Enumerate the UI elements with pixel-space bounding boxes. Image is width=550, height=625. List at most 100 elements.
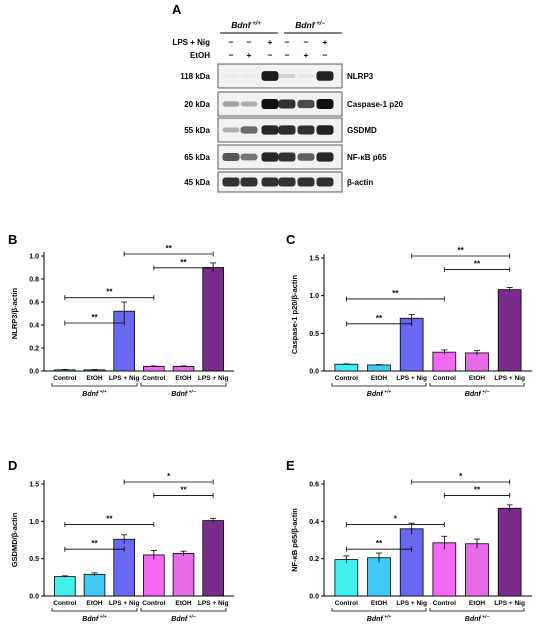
blot-kda-4: 45 kDa	[184, 178, 210, 187]
sig-label-B-2: **	[180, 258, 187, 267]
genotype-header-het: Bdnf +/−	[295, 20, 325, 30]
bar-D-4	[172, 553, 195, 597]
blot-band-0-3	[278, 73, 296, 79]
y-tick-label-C-3: 1.5	[309, 256, 319, 263]
treatment-sign-0-1: −	[247, 37, 252, 47]
group-bracket-C-0	[331, 383, 427, 387]
x-tick-label-E-0: Control	[335, 600, 358, 607]
chart-C: 0.0 0.5 1.0 1.5 Caspase-1 p20/β-actin Control…	[290, 246, 532, 398]
sig-label-E-1: *	[394, 515, 398, 524]
y-tick-label-D-3: 1.5	[29, 482, 39, 489]
blot-band-3-0	[222, 153, 240, 161]
sig-label-C-2: **	[474, 260, 481, 269]
blot-band-3-4	[297, 153, 315, 161]
x-tick-label-D-1: EtOH	[86, 600, 103, 607]
blot-band-3-5	[316, 152, 334, 162]
x-tick-label-C-3: Control	[433, 375, 456, 382]
x-tick-label-E-4: EtOH	[469, 600, 486, 607]
blot-band-0-5	[316, 71, 334, 81]
bar-E-0	[334, 559, 359, 597]
y-tick-label-B-4: 0.8	[29, 277, 39, 284]
group-bracket-B-1	[140, 383, 227, 387]
x-tick-label-B-0: Control	[53, 375, 76, 382]
y-tick-label-E-1: 0.2	[309, 556, 319, 563]
blot-band-4-3	[278, 177, 296, 187]
blot-band-2-3	[278, 125, 296, 135]
panel-letter-b: B	[8, 232, 18, 247]
blot-protein-2: GSDMD	[347, 126, 377, 135]
treatment-sign-1-3: −	[285, 50, 290, 60]
group-label-C-0: Bdnf +/+	[367, 389, 392, 398]
blot-band-4-0	[222, 177, 240, 187]
group-bracket-D-1	[140, 608, 227, 612]
y-axis-label-B: NLRP3/β-actin	[10, 287, 19, 339]
x-tick-label-D-0: Control	[53, 600, 76, 607]
sig-label-D-1: **	[106, 515, 113, 524]
blot-band-1-5	[316, 99, 334, 109]
x-tick-label-B-3: Control	[142, 375, 165, 382]
blot-kda-1: 20 kDa	[184, 100, 210, 109]
bar-E-3	[432, 542, 457, 597]
x-tick-label-D-5: LPS + Nig	[198, 600, 229, 607]
treatment-sign-1-4: +	[304, 50, 309, 60]
y-tick-label-C-1: 0.5	[309, 331, 319, 338]
bar-charts: 0.0 0.2 0.4 0.6 0.8 1.0 NLRP3/β-actin Control Et…	[10, 244, 532, 623]
blot-band-2-4	[297, 125, 315, 135]
group-label-C-1: Bdnf +/−	[465, 389, 490, 398]
blot-protein-3: NF-κB p65	[347, 153, 387, 162]
treatment-sign-1-1: +	[247, 50, 252, 60]
bar-E-1	[367, 557, 391, 597]
x-tick-label-C-5: LPS + Nig	[494, 375, 525, 382]
group-label-B-1: Bdnf +/−	[171, 389, 196, 398]
y-axis-label-C: Caspase-1 p20/β-actin	[290, 274, 299, 354]
blot-kda-0: 118 kDa	[180, 72, 210, 81]
group-label-B-0: Bdnf +/+	[82, 389, 107, 398]
blot-band-4-5	[316, 177, 334, 187]
x-tick-label-B-5: LPS + Nig	[198, 375, 229, 382]
bar-B-4	[172, 365, 195, 372]
panel-letter-a: A	[172, 2, 182, 17]
group-label-D-0: Bdnf +/+	[82, 614, 107, 623]
y-axis-label-D: GSDMD/β-actin	[10, 512, 19, 567]
blot-band-1-1	[240, 101, 258, 107]
sig-label-D-3: *	[167, 472, 171, 481]
blot-band-2-2	[261, 125, 279, 135]
blot-band-0-4	[297, 74, 315, 78]
treatment-sign-1-2: −	[268, 50, 273, 60]
bar-C-0	[334, 363, 359, 372]
x-tick-label-C-2: LPS + Nig	[396, 375, 427, 382]
treatment-sign-0-0: −	[229, 37, 234, 47]
group-bracket-E-0	[331, 608, 427, 612]
y-tick-label-D-2: 1.0	[29, 519, 39, 526]
x-tick-label-C-4: EtOH	[469, 375, 486, 382]
x-tick-label-B-2: LPS + Nig	[109, 375, 140, 382]
y-tick-label-C-0: 0.0	[309, 369, 319, 376]
western-blot: Bdnf +/+ Bdnf +/− LPS + Nig − − + − − + EtOH − + − − +…	[172, 20, 404, 193]
bar-D-0	[54, 576, 76, 597]
blot-band-4-4	[297, 177, 315, 187]
treatment-sign-0-5: +	[323, 37, 328, 47]
bar-E-2	[399, 528, 424, 597]
blot-protein-1: Caspase-1 p20	[347, 100, 404, 109]
group-bracket-E-1	[429, 608, 525, 612]
sig-label-E-3: *	[459, 472, 463, 481]
y-tick-label-E-3: 0.6	[309, 482, 319, 489]
sig-label-E-2: **	[474, 485, 481, 494]
treatment-label-0: LPS + Nig	[172, 38, 210, 47]
y-tick-label-B-3: 0.6	[29, 300, 39, 307]
x-tick-label-E-5: LPS + Nig	[494, 600, 525, 607]
x-tick-label-B-4: EtOH	[175, 375, 192, 382]
bar-B-3	[143, 365, 165, 372]
treatment-sign-0-4: −	[304, 37, 309, 47]
y-tick-label-E-2: 0.4	[309, 519, 319, 526]
blot-band-3-3	[278, 152, 296, 162]
group-bracket-C-1	[429, 383, 525, 387]
sig-label-B-0: **	[91, 313, 98, 322]
group-label-E-1: Bdnf +/−	[465, 614, 490, 623]
group-bracket-D-0	[51, 608, 138, 612]
blot-band-3-2	[261, 152, 279, 162]
blot-band-1-4	[297, 99, 315, 109]
bar-C-5	[497, 289, 522, 372]
blot-protein-4: β-actin	[347, 178, 373, 187]
